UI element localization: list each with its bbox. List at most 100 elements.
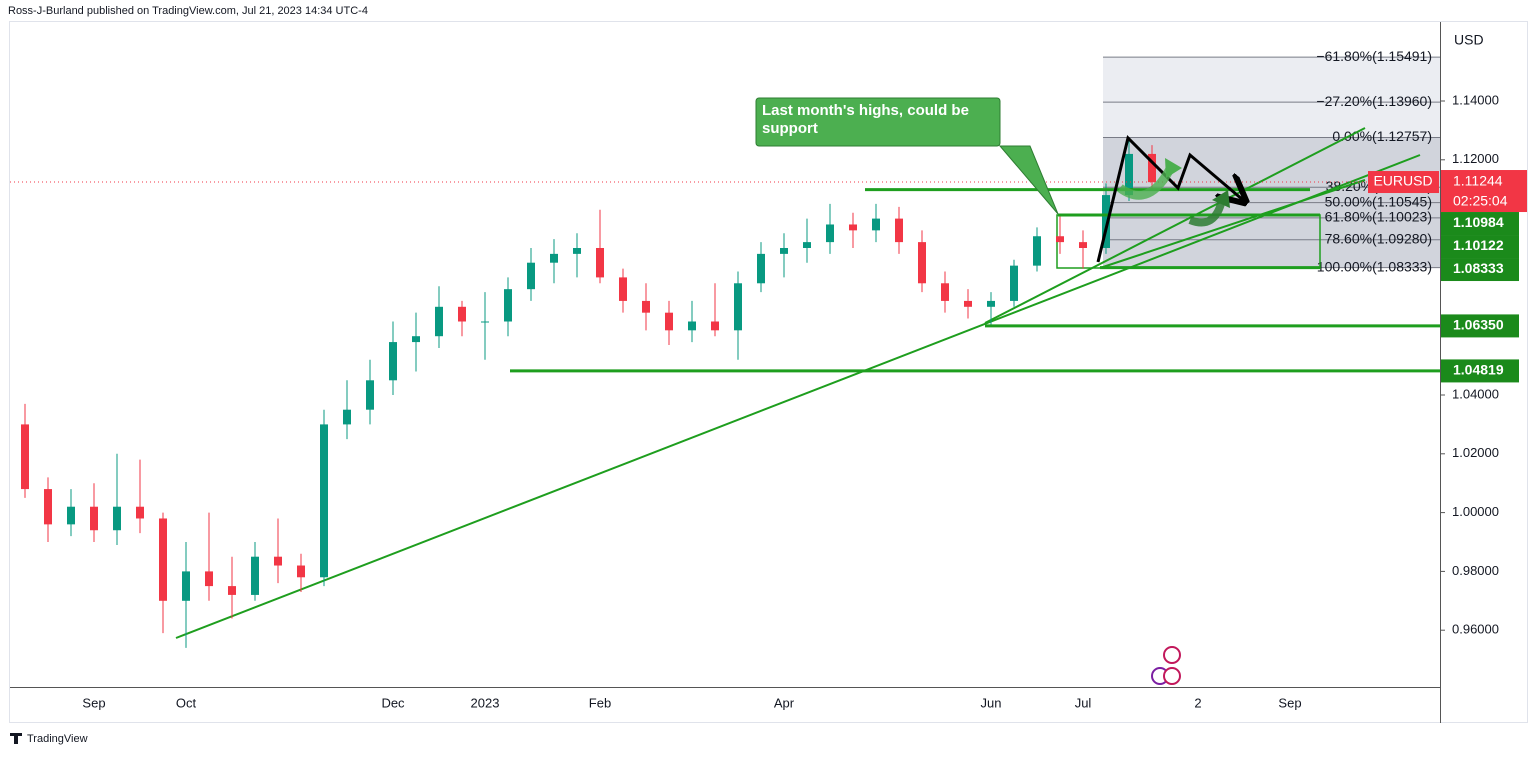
candle-body	[872, 218, 880, 231]
candle-body	[412, 336, 420, 343]
candle-body	[803, 242, 811, 248]
candle-body	[642, 300, 650, 313]
y-tick-label: 0.96000	[1452, 622, 1499, 637]
candle-body	[320, 424, 328, 578]
candle-body	[918, 242, 926, 284]
y-tick-label: 1.00000	[1452, 504, 1499, 519]
candle-body	[895, 218, 903, 243]
symbol-label: EURUSD	[1373, 173, 1432, 189]
candle-body	[1033, 236, 1041, 266]
callout: Last month's highs, could be support	[762, 102, 969, 137]
candle-body	[1125, 153, 1133, 196]
price-lines	[10, 181, 1440, 373]
symbol-tag	[1368, 171, 1439, 194]
candle-body	[113, 506, 121, 531]
footer-brand: TradingView	[27, 733, 88, 745]
candle-body	[228, 586, 236, 595]
price-tag-label: 1.06350	[1453, 317, 1504, 333]
candle-body	[596, 247, 604, 278]
byline: Ross-J-Burland published on TradingView.…	[8, 5, 368, 17]
price-tag	[1441, 359, 1519, 383]
price-tag	[1441, 314, 1519, 338]
price-tag-label: 1.10122	[1453, 237, 1504, 253]
callout-text: Last month's highs, could be support	[762, 102, 969, 137]
x-tick-label: Sep	[1278, 695, 1301, 710]
candle-body	[136, 506, 144, 519]
fib-label: −61.80%(1.15491)	[1316, 48, 1432, 64]
candle-body	[550, 253, 558, 263]
fib-label: 78.60%(1.09280)	[1325, 230, 1432, 246]
x-tick-label: Jun	[981, 695, 1002, 710]
price-tag	[1441, 212, 1519, 236]
x-tick-label: Feb	[589, 695, 611, 710]
candle-body	[274, 556, 282, 566]
candle-body	[504, 289, 512, 322]
price-tag-label: 1.04819	[1453, 362, 1504, 378]
price-tag	[1441, 235, 1519, 259]
candle-body	[826, 224, 834, 243]
candle-body	[527, 262, 535, 290]
x-tick-label: Jul	[1075, 695, 1092, 710]
candle-body	[780, 247, 788, 254]
candle-body	[665, 312, 673, 331]
y-tick-label: 1.12000	[1452, 151, 1499, 166]
axis-layer: 0.96000 0.98000 1.00000 1.02000 1.04000 1.120…	[82, 92, 1527, 710]
y-tick-label: 0.98000	[1452, 563, 1499, 578]
y-tick-label: 1.14000	[1452, 92, 1499, 107]
x-tick-label: Apr	[774, 695, 795, 710]
candle-body	[688, 321, 696, 331]
currency: USD	[1454, 32, 1484, 48]
price-tag-label: 1.10984	[1453, 214, 1504, 230]
candle-body	[734, 283, 742, 331]
fib-label: −27.20%(1.13960)	[1316, 93, 1432, 109]
x-tick-label: 2	[1194, 695, 1201, 710]
candle-body	[1079, 242, 1087, 248]
candle-body	[159, 518, 167, 601]
candle-body	[435, 306, 443, 337]
candle-body	[757, 253, 765, 284]
x-tick-label: Oct	[176, 695, 197, 710]
candle-body	[182, 571, 190, 601]
candle-body	[205, 571, 213, 587]
candle-body	[21, 424, 29, 490]
x-tick-label: 2023	[471, 695, 500, 710]
candle-body	[1056, 236, 1064, 243]
countdown: 02:25:04	[1453, 193, 1508, 209]
candle-body	[67, 506, 75, 525]
x-tick-label: Dec	[381, 695, 405, 710]
candle-body	[573, 247, 581, 254]
fib-label: 100.00%(1.08333)	[1317, 258, 1432, 274]
drawings	[755, 97, 1243, 685]
price-tag-label: 1.08333	[1453, 260, 1504, 276]
candle-body	[619, 277, 627, 301]
price-tag-label: 1.11244	[1453, 173, 1503, 189]
candles	[21, 137, 1156, 648]
price-tag	[1441, 258, 1519, 282]
candle-body	[251, 556, 259, 595]
candle-body	[987, 300, 995, 307]
candle-body	[389, 342, 397, 381]
x-tick-label: Sep	[82, 695, 105, 710]
logo	[10, 733, 22, 744]
fib-label: 50.00%(1.10545)	[1325, 193, 1432, 209]
candle-body	[1010, 265, 1018, 301]
candle-body	[297, 565, 305, 578]
candle-body	[343, 409, 351, 425]
candle-body	[1102, 195, 1110, 248]
candle-body	[711, 321, 719, 331]
candle-body	[458, 306, 466, 322]
candle-body	[366, 380, 374, 410]
candle-body	[849, 224, 857, 231]
pane-frame	[9, 21, 1528, 723]
candle-body	[1148, 153, 1156, 183]
candle-body	[964, 300, 972, 307]
price-tag	[1441, 170, 1527, 213]
candle-body	[44, 489, 52, 525]
y-tick-label: 1.04000	[1452, 386, 1499, 401]
candle-body	[90, 506, 98, 531]
candle-body	[941, 283, 949, 301]
y-tick-label: 1.02000	[1452, 445, 1499, 460]
fib-label: 61.80%(1.10023)	[1325, 209, 1432, 225]
candle-body	[481, 321, 489, 323]
